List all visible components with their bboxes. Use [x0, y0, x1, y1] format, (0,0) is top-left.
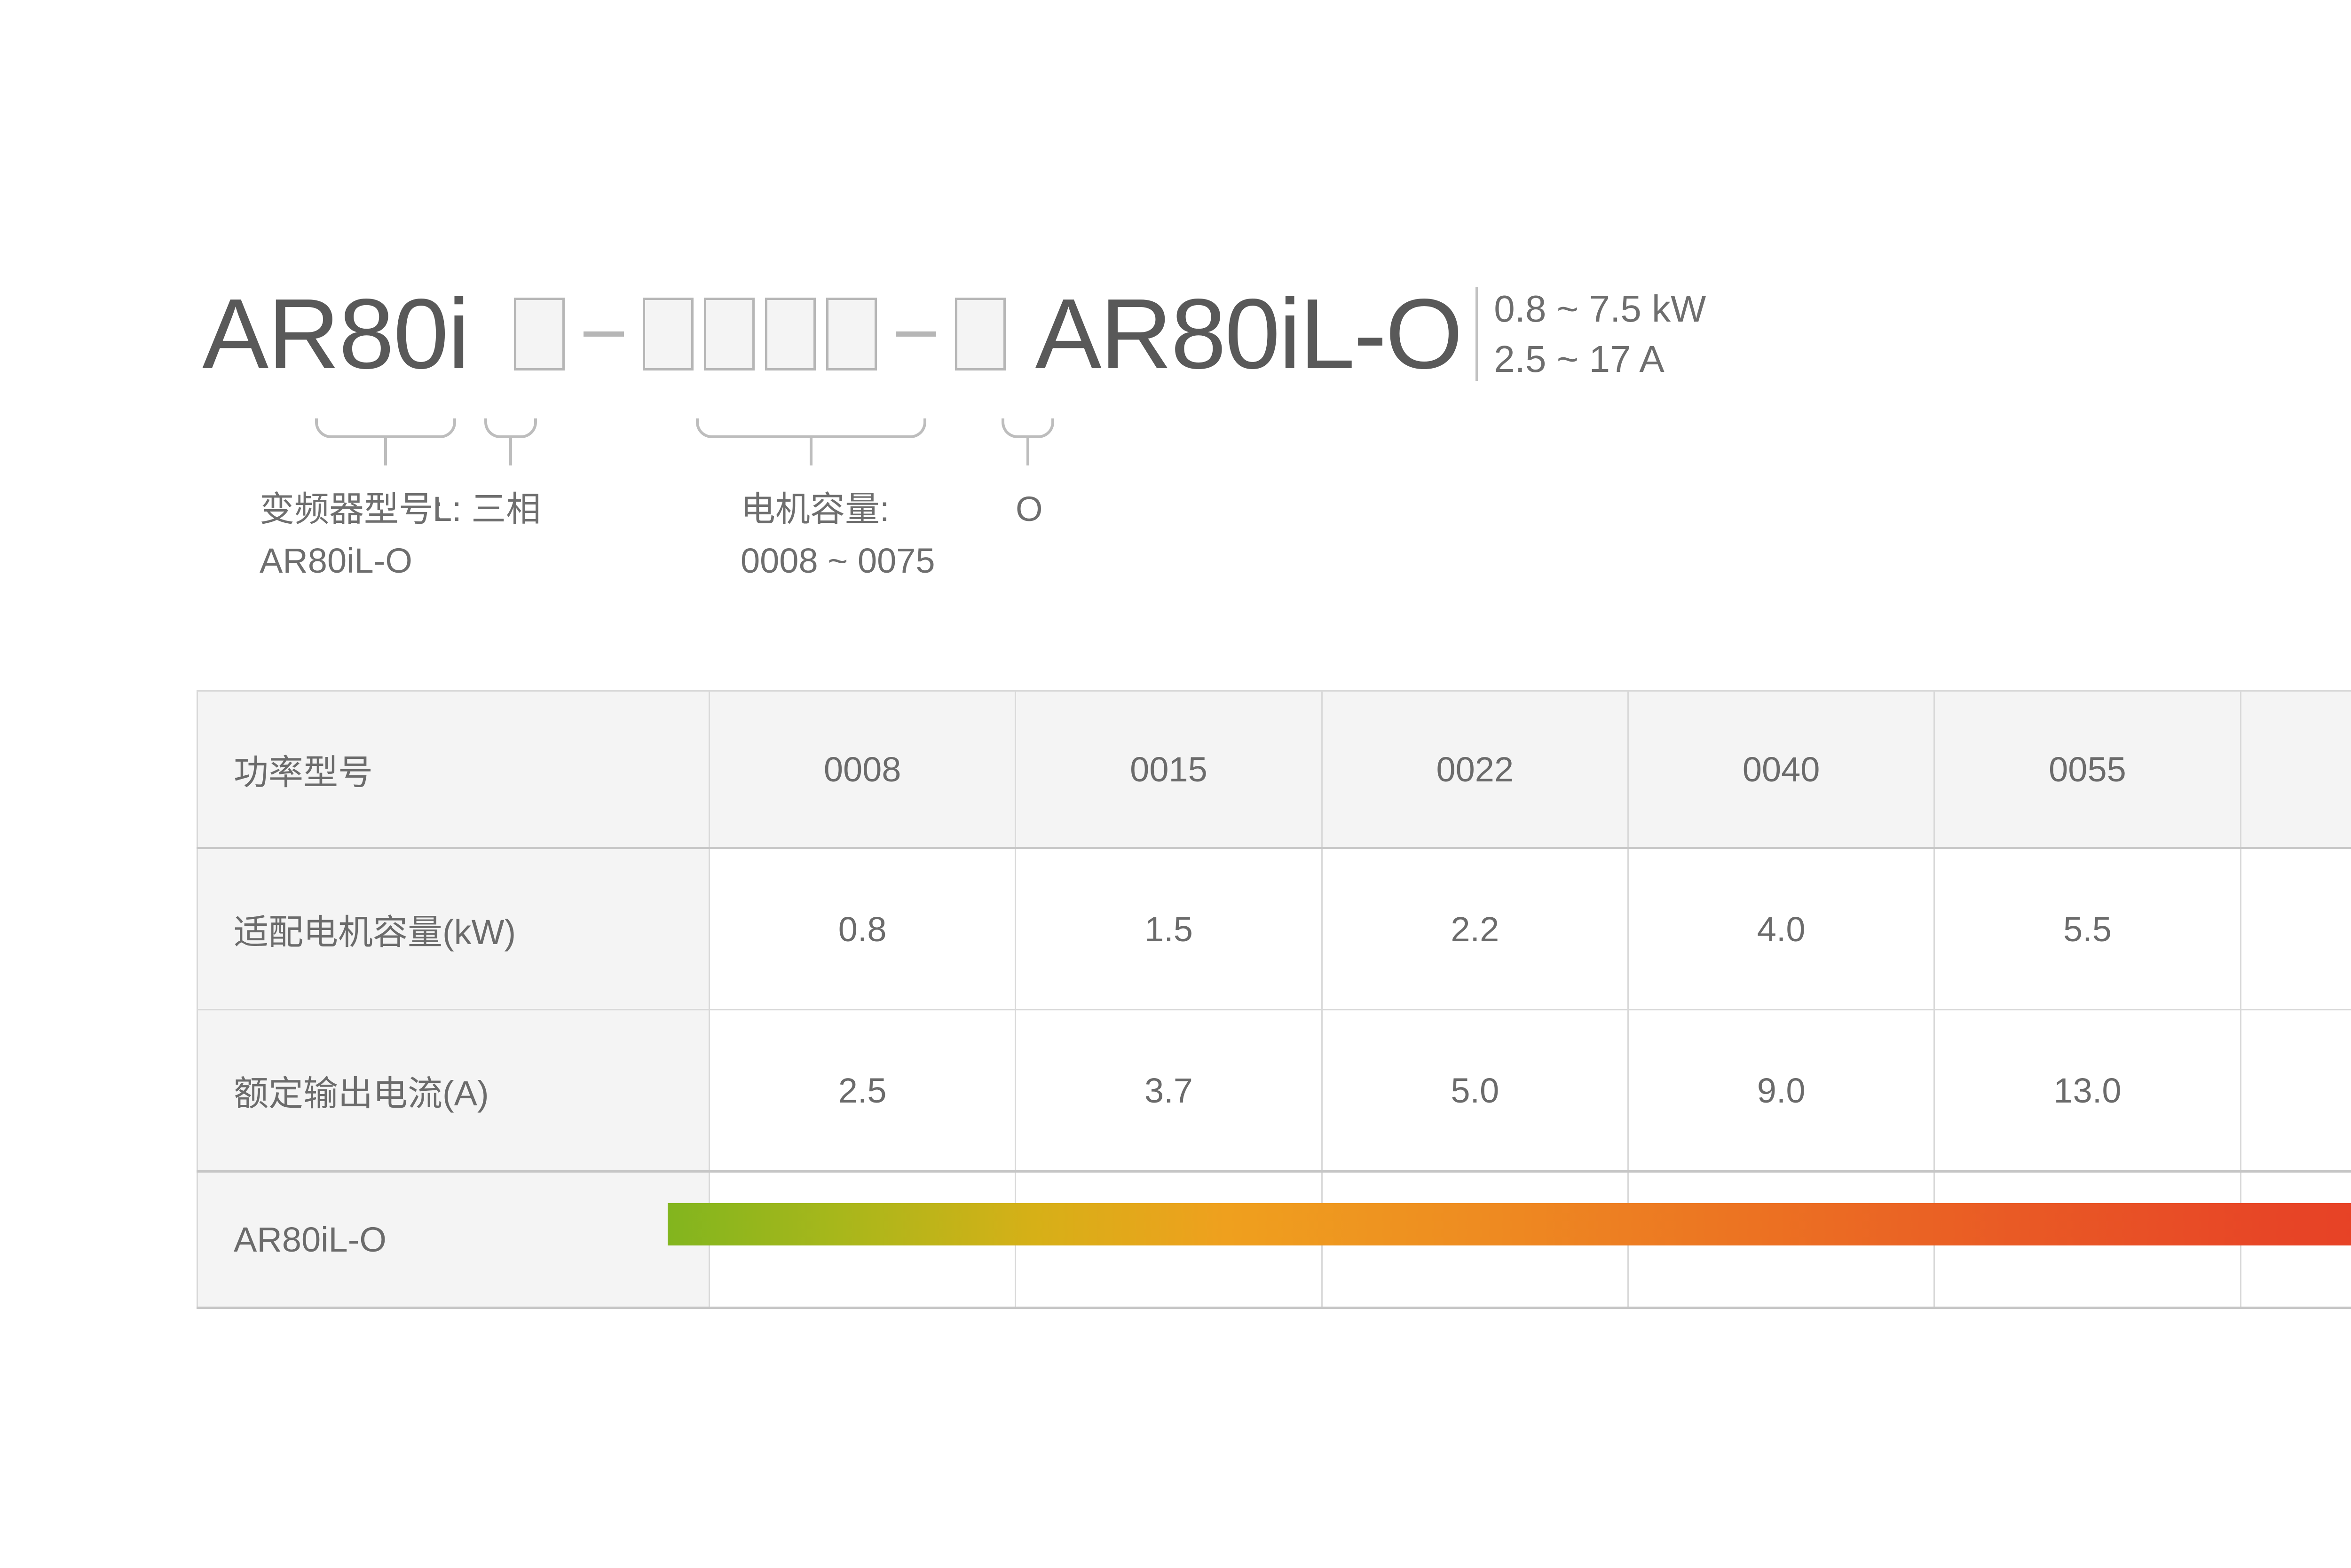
- brace-stem-motor-capacity: [810, 438, 813, 465]
- cell-motor-capacity-4: 5.5: [1933, 847, 2241, 1010]
- annotation-model-type: 变频器型号: AR80iL-O: [260, 483, 443, 586]
- cell-motor-capacity-2: 2.2: [1321, 847, 1629, 1010]
- annotation-model-type-line2: AR80iL-O: [260, 541, 412, 580]
- cell-output-current-5: 17.0: [2240, 1009, 2351, 1173]
- annotation-phase: L: 三相: [433, 483, 541, 535]
- code-box-4: [765, 297, 816, 370]
- annotation-suffix: O: [1016, 483, 1043, 535]
- code-box-3: [704, 297, 755, 370]
- full-model-name: AR80iL-O: [1035, 278, 1463, 389]
- brace-stem-phase: [509, 438, 512, 465]
- power-range-gradient-bar: [668, 1203, 2351, 1245]
- brand-text: AR80i: [202, 278, 470, 389]
- brace-model-type: [315, 418, 456, 438]
- table-row-motor-capacity: 适配电机容量(kW) 0.8 1.5 2.2 4.0 5.5 7.5: [197, 847, 2351, 1010]
- brace-motor-capacity: [696, 418, 926, 438]
- spec-current-range: 2.5 ~ 17 A: [1494, 338, 1665, 380]
- spec-table: 功率型号 0008 0015 0022 0040 0055 0075 适配电机容…: [197, 690, 2351, 1309]
- code-dash-1: [584, 331, 624, 337]
- code-box-1: [514, 297, 565, 370]
- header-cell-0040: 0040: [1627, 690, 1935, 849]
- header-label-cell: 功率型号: [197, 690, 710, 849]
- annotation-motor-capacity-line1: 电机容量:: [741, 489, 890, 528]
- cell-motor-capacity-3: 4.0: [1627, 847, 1935, 1010]
- brace-stem-model-type: [384, 438, 387, 465]
- cell-motor-capacity-0: 0.8: [708, 847, 1017, 1010]
- model-code-diagram: AR80i AR80iL-O 0.8 ~ 7.5 kW 2.5 ~ 17 A: [202, 263, 2351, 696]
- header-cell-0075: 0075: [2240, 690, 2351, 849]
- annotation-model-type-line1: 变频器型号:: [260, 489, 443, 528]
- model-code-row: AR80i AR80iL-O 0.8 ~ 7.5 kW 2.5 ~ 17 A: [202, 263, 1706, 404]
- cell-output-current-2: 5.0: [1321, 1009, 1629, 1173]
- header-cell-0008: 0008: [708, 690, 1017, 849]
- header-cell-0015: 0015: [1015, 690, 1323, 849]
- cell-motor-capacity-5: 7.5: [2240, 847, 2351, 1010]
- spec-power-range: 0.8 ~ 7.5 kW: [1494, 287, 1706, 330]
- brace-phase: [484, 418, 537, 438]
- code-dash-2: [896, 331, 937, 337]
- cell-output-current-0: 2.5: [708, 1009, 1017, 1173]
- annotation-phase-line1: L: 三相: [433, 489, 541, 528]
- code-box-6: [955, 297, 1006, 370]
- brace-suffix: [1002, 418, 1054, 438]
- header-cell-0022: 0022: [1321, 690, 1629, 849]
- annotation-motor-capacity-line2: 0008 ~ 0075: [741, 541, 935, 580]
- row-label-output-current: 额定输出电流(A): [197, 1009, 710, 1173]
- header-cell-0055: 0055: [1933, 690, 2241, 849]
- row-label-range-bar: AR80iL-O: [197, 1171, 710, 1309]
- code-box-2: [643, 297, 694, 370]
- cell-output-current-3: 9.0: [1627, 1009, 1935, 1173]
- code-box-5: [826, 297, 877, 370]
- spec-block: 0.8 ~ 7.5 kW 2.5 ~ 17 A: [1494, 284, 1706, 384]
- cell-output-current-1: 3.7: [1015, 1009, 1323, 1173]
- spec-divider: [1475, 287, 1478, 381]
- brace-stem-suffix: [1026, 438, 1029, 465]
- cell-output-current-4: 13.0: [1933, 1009, 2241, 1173]
- annotation-suffix-line1: O: [1016, 489, 1043, 528]
- row-label-motor-capacity: 适配电机容量(kW): [197, 847, 710, 1010]
- table-row-range-bar: AR80iL-O: [197, 1171, 2351, 1309]
- table-header-row: 功率型号 0008 0015 0022 0040 0055 0075: [197, 690, 2351, 849]
- table-row-output-current: 额定输出电流(A) 2.5 3.7 5.0 9.0 13.0 17.0: [197, 1009, 2351, 1173]
- annotation-motor-capacity: 电机容量: 0008 ~ 0075: [741, 483, 935, 586]
- cell-motor-capacity-1: 1.5: [1015, 847, 1323, 1010]
